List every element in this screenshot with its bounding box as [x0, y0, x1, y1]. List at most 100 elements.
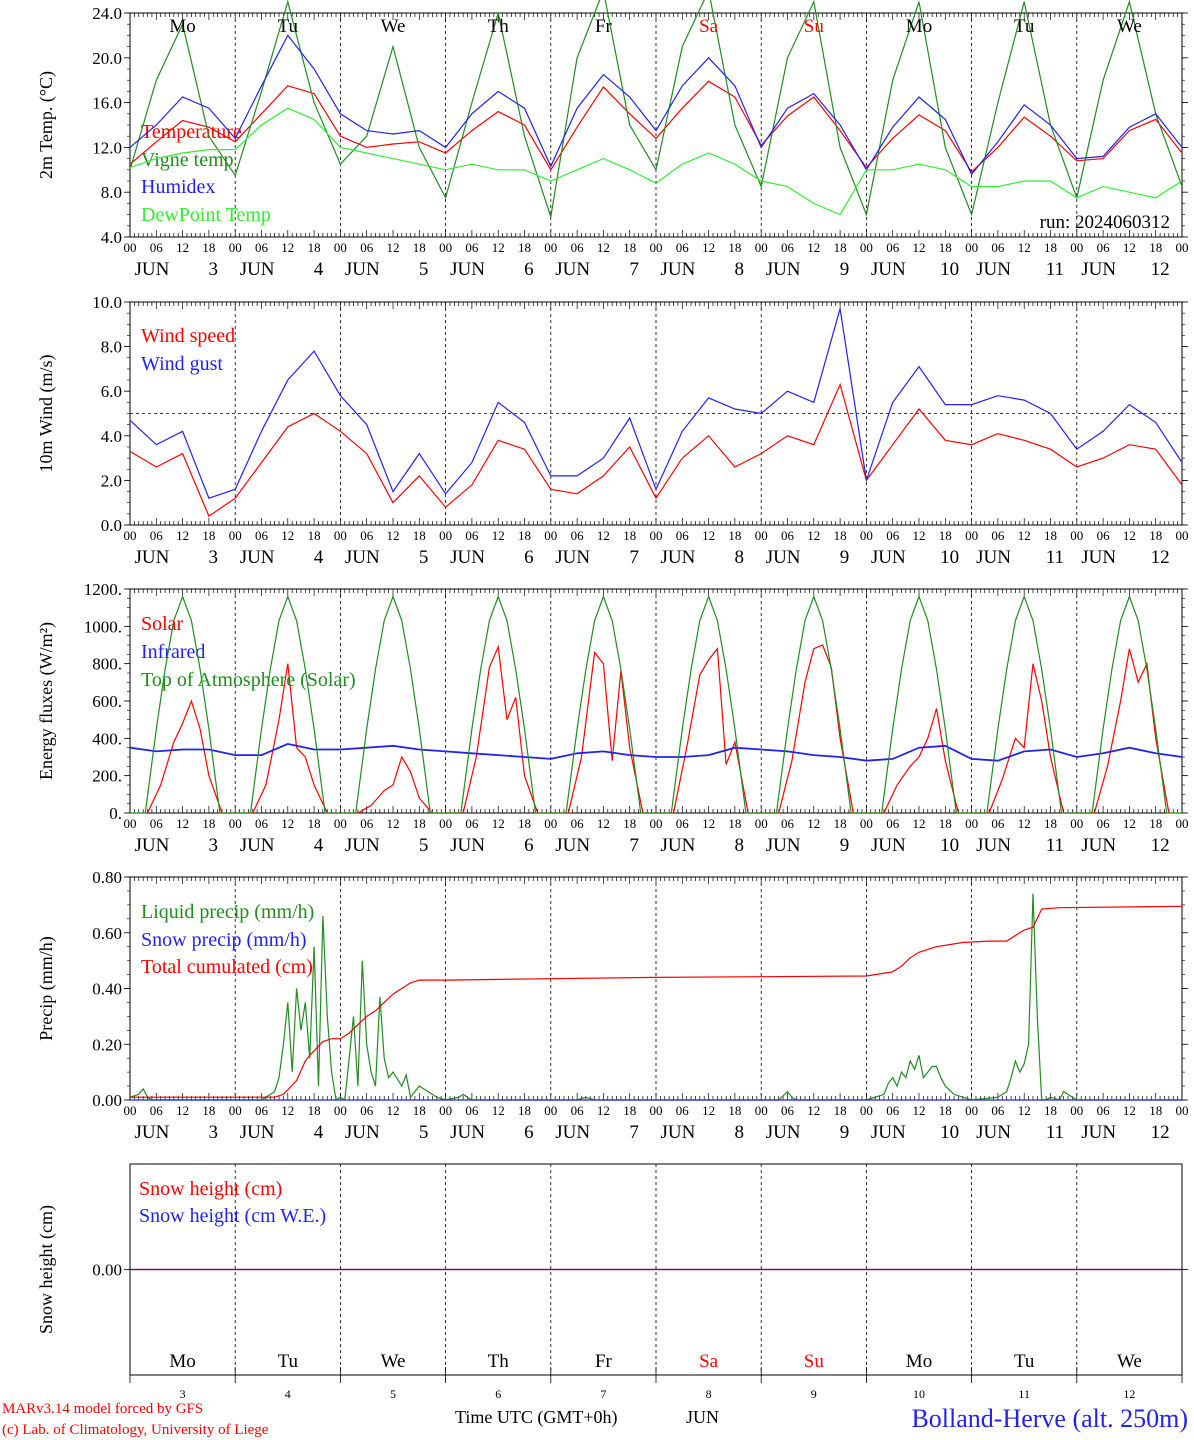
hour-tick-label: 12	[492, 528, 505, 543]
hour-tick-label: 00	[650, 240, 663, 255]
hour-tick-label: 18	[834, 240, 847, 255]
hour-tick-label: 06	[676, 240, 690, 255]
month-label: JUN	[134, 1122, 169, 1143]
hour-tick-label: 18	[1044, 528, 1057, 543]
day-number-label: 5	[390, 1387, 396, 1401]
weekday-label: Sa	[699, 1351, 719, 1372]
panel-1: 4.0 8.0 12.0 16.0 20.0 24.0 2m Temp. (°C) Tempe…	[36, 0, 1189, 280]
day-number-label: 8	[735, 1122, 745, 1143]
y-axis-label: Snow height (cm)	[36, 1205, 57, 1334]
hour-tick-label: 12	[176, 1103, 189, 1118]
legend-entry: Humidex	[141, 176, 215, 198]
hour-tick-label: 06	[150, 240, 164, 255]
hour-tick-label: 06	[781, 528, 795, 543]
day-number-label: 8	[735, 259, 745, 280]
legend-entry: Vigne temp	[141, 149, 234, 171]
hour-tick-label: 06	[255, 240, 269, 255]
plot-frame	[129, 588, 1183, 814]
weekday-label: Su	[804, 1351, 825, 1372]
date-label: JUN 11	[976, 835, 1064, 856]
y-tick-label: 800.	[92, 655, 122, 674]
date-label: JUN 3	[134, 259, 218, 280]
weekday-label: Tu	[278, 1351, 299, 1372]
hour-tick-label: 00	[755, 528, 768, 543]
date-label: JUN 11	[976, 259, 1064, 280]
hour-tick-label: 18	[728, 528, 741, 543]
day-number-label: 11	[1046, 547, 1064, 568]
weekday-label: We	[1117, 1351, 1142, 1372]
hour-tick-label: 06	[1097, 816, 1111, 831]
weekday-label: Mo	[169, 16, 195, 37]
hour-tick-label: 18	[834, 1103, 847, 1118]
hour-tick-label: 12	[702, 528, 715, 543]
hour-tick-label: 12	[176, 240, 189, 255]
hour-tick-label: 12	[913, 1103, 926, 1118]
hour-tick-label: 00	[860, 528, 873, 543]
month-label: JUN	[240, 1122, 275, 1143]
hour-tick-label: 18	[202, 240, 215, 255]
hour-tick-label: 12	[913, 816, 926, 831]
y-tick-label: 0.80	[92, 868, 122, 887]
hour-tick-label: 12	[807, 816, 820, 831]
hour-tick-label: 06	[781, 816, 795, 831]
hour-tick-label: 06	[991, 1103, 1005, 1118]
hour-tick-label: 12	[807, 1103, 820, 1118]
hour-tick-label: 18	[308, 240, 321, 255]
hour-tick-label: 06	[255, 1103, 269, 1118]
hour-tick-label: 18	[1149, 240, 1162, 255]
hour-tick-label: 00	[650, 1103, 663, 1118]
date-label: JUN 5	[345, 259, 429, 280]
hour-tick-label: 12	[1123, 528, 1136, 543]
hour-tick-label: 00	[1176, 240, 1189, 255]
day-number-label: 10	[940, 547, 959, 568]
y-tick-label: 200.	[92, 767, 122, 786]
hour-tick-label: 12	[597, 816, 610, 831]
hour-tick-label: 06	[150, 528, 164, 543]
day-number-label: 9	[811, 1387, 817, 1401]
month-label: JUN	[555, 259, 590, 280]
hour-tick-label: 00	[755, 240, 768, 255]
hour-tick-label: 06	[991, 816, 1005, 831]
y-tick-label: 20.0	[92, 49, 122, 68]
day-number-label: 12	[1151, 1122, 1170, 1143]
hour-tick-label: 00	[124, 1103, 137, 1118]
hour-tick-label: 00	[334, 528, 347, 543]
y-tick-label: 4.0	[101, 427, 122, 446]
series-line	[129, 382, 1183, 518]
hour-tick-label: 06	[360, 240, 374, 255]
month-label: JUN	[240, 835, 275, 856]
day-number-label: 9	[840, 547, 850, 568]
x-axis-month: JUN	[686, 1407, 719, 1427]
date-label: JUN 7	[555, 547, 639, 568]
day-number-label: 7	[600, 1387, 606, 1401]
hour-tick-label: 18	[1149, 528, 1162, 543]
day-number-label: 11	[1046, 835, 1064, 856]
hour-tick-label: 18	[939, 528, 952, 543]
y-tick-label: 400.	[92, 729, 122, 748]
hour-tick-label: 00	[650, 816, 663, 831]
month-label: JUN	[976, 547, 1011, 568]
day-number-label: 9	[840, 835, 850, 856]
date-label: JUN 11	[976, 547, 1064, 568]
date-label: JUN 5	[345, 835, 429, 856]
hour-tick-label: 00	[1070, 1103, 1083, 1118]
hour-tick-label: 06	[991, 240, 1005, 255]
series-line	[129, 107, 1183, 216]
date-label: JUN 9	[766, 547, 850, 568]
hour-tick-label: 12	[176, 528, 189, 543]
hour-tick-label: 06	[1097, 1103, 1111, 1118]
y-tick-label: 0.00	[92, 1091, 122, 1110]
hour-tick-label: 12	[1018, 816, 1031, 831]
date-label: JUN 7	[555, 835, 639, 856]
series-line	[129, 34, 1183, 176]
month-label: JUN	[450, 259, 485, 280]
day-number-label: 11	[1046, 259, 1064, 280]
hour-tick-label: 00	[334, 816, 347, 831]
day-number-label: 7	[629, 1122, 639, 1143]
weekday-label: Fr	[595, 1351, 613, 1372]
hour-tick-label: 06	[465, 240, 479, 255]
series-line	[129, 742, 1183, 762]
hour-tick-label: 18	[202, 528, 215, 543]
series-line	[129, 0, 1183, 217]
date-label: JUN 6	[450, 547, 534, 568]
